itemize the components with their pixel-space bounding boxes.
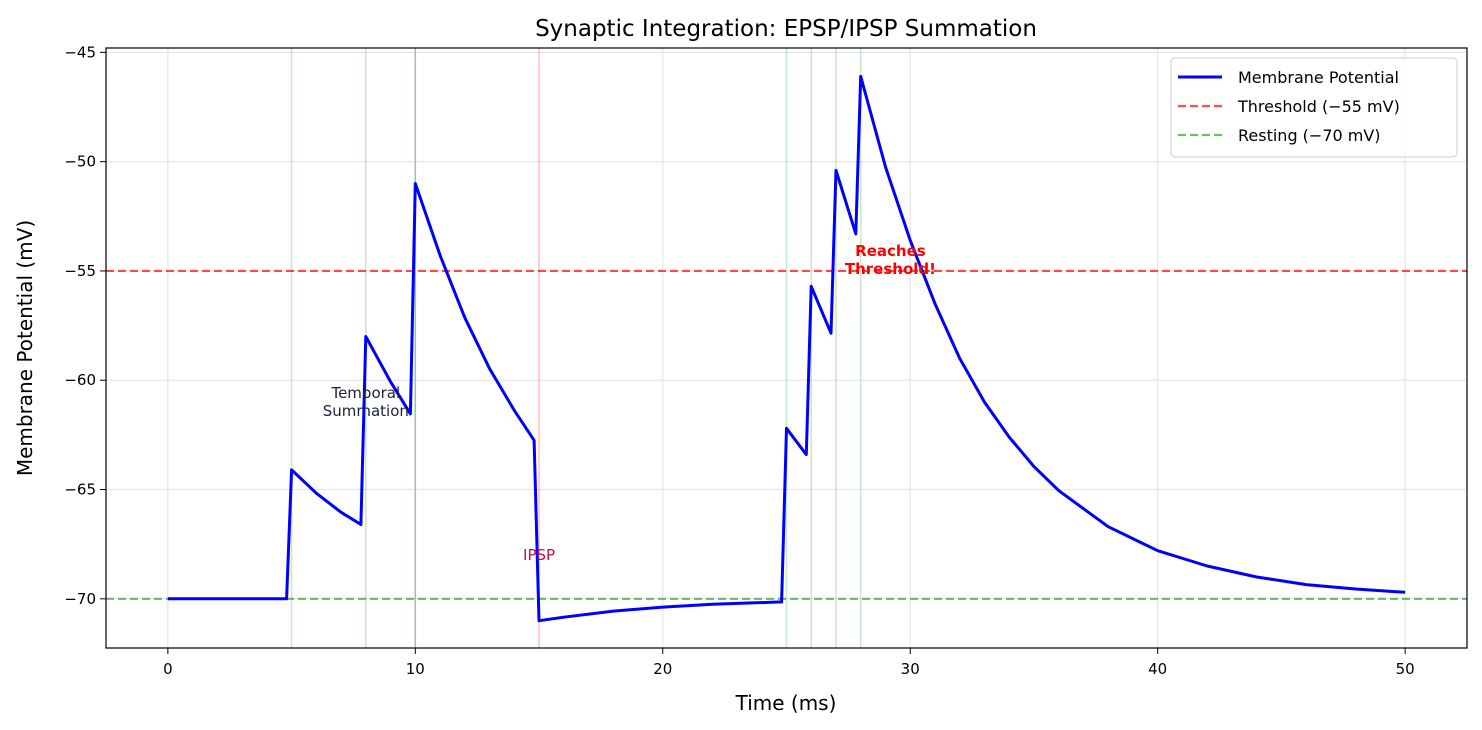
y-tick-label: −55 — [64, 262, 96, 280]
legend-box — [1170, 57, 1458, 158]
series — [167, 74, 1406, 623]
legend-label: Membrane Potential — [1238, 68, 1399, 87]
y-tick-label: −60 — [64, 371, 96, 389]
x-axis-label: Time (ms) — [735, 691, 837, 715]
event-lines — [290, 48, 862, 648]
annotation: Reaches Threshold! — [845, 242, 936, 278]
annotations: Temporal Summation IPSP Reaches Threshold! — [323, 242, 936, 564]
x-tick-label: 40 — [1148, 660, 1167, 678]
y-axis-label: Membrane Potential (mV) — [13, 220, 37, 476]
x-tick-label: 20 — [653, 660, 672, 678]
x-tick-label: 50 — [1396, 660, 1415, 678]
legend: Membrane Potential Threshold (−55 mV) Rest… — [1170, 57, 1458, 158]
y-tick-label: −70 — [64, 590, 96, 608]
y-tick-label: −50 — [64, 153, 96, 171]
x-axis: 0 10 20 30 40 50 — [163, 648, 1415, 678]
x-tick-label: 30 — [901, 660, 920, 678]
annotation: Temporal Summation — [323, 384, 409, 420]
annotation: IPSP — [523, 546, 555, 564]
x-tick-label: 10 — [406, 660, 425, 678]
y-tick-label: −45 — [64, 43, 96, 61]
chart-title: Synaptic Integration: EPSP/IPSP Summatio… — [535, 16, 1037, 42]
reference-lines — [106, 269, 1467, 600]
y-tick-label: −65 — [64, 481, 96, 499]
y-axis: −70 −65 −60 −55 −50 −45 — [64, 43, 106, 608]
legend-label: Resting (−70 mV) — [1238, 126, 1381, 145]
plot-frame — [105, 47, 1468, 649]
membrane-potential-line — [167, 74, 1406, 623]
legend-label: Threshold (−55 mV) — [1237, 97, 1400, 116]
x-tick-label: 0 — [163, 660, 173, 678]
